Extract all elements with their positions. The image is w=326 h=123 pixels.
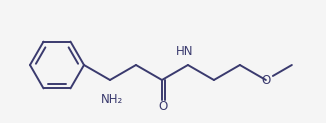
Text: NH₂: NH₂ [101,93,123,106]
Text: O: O [261,74,271,86]
Text: HN: HN [176,45,194,58]
Text: O: O [158,100,168,114]
